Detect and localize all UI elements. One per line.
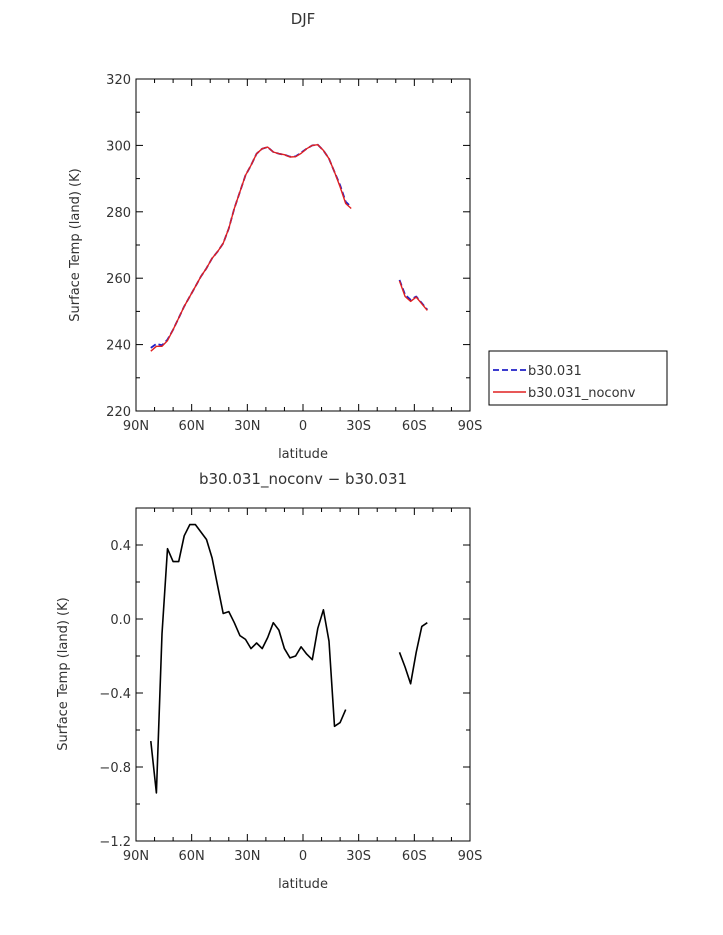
bottom-series-1-line-segment-1 xyxy=(150,523,347,794)
top-x-tick-label: 90N xyxy=(123,419,149,434)
top-series-2-line-segment-1 xyxy=(150,143,352,352)
top-x-axis-label: latitude xyxy=(278,447,328,462)
top-series-2-line-segment-2 xyxy=(398,280,428,311)
difference-panel: b30.031_noconv − b30.031 90N 60N 30N 0 30S 60… xyxy=(56,470,482,892)
top-y-ticks: 220 240 260 280 300 320 xyxy=(106,73,470,420)
top-series-lines xyxy=(150,143,428,352)
bottom-x-tick-label: 60S xyxy=(402,849,427,864)
bottom-y-tick-label: −0.8 xyxy=(99,761,131,776)
top-y-tick-label: 300 xyxy=(106,139,131,154)
top-x-tick-label: 30S xyxy=(346,419,371,434)
bottom-x-axis-label: latitude xyxy=(278,877,328,892)
top-x-tick-label: 60N xyxy=(179,419,205,434)
top-series-1-line-segment-1 xyxy=(150,143,352,349)
temperature-panel: DJF 90N 60N 30N 0 30S 60S 90S 220 240 260 280 300 3… xyxy=(68,10,668,462)
legend-box xyxy=(488,350,668,406)
bottom-y-tick-label: −0.4 xyxy=(99,687,131,702)
top-x-tick-label: 0 xyxy=(299,419,307,434)
top-y-tick-label: 220 xyxy=(106,405,131,420)
bottom-x-tick-label: 30N xyxy=(234,849,260,864)
legend: b30.031 b30.031_noconv xyxy=(488,350,668,406)
top-x-tick-label: 90S xyxy=(458,419,483,434)
top-chart-title: DJF xyxy=(291,10,316,28)
bottom-series-lines xyxy=(150,523,428,794)
bottom-x-tick-label: 0 xyxy=(299,849,307,864)
top-y-axis-label: Surface Temp (land) (K) xyxy=(68,168,83,321)
bottom-x-ticks: 90N 60N 30N 0 30S 60S 90S xyxy=(123,508,483,864)
top-y-tick-label: 260 xyxy=(106,272,131,287)
bottom-y-tick-label: 0.4 xyxy=(110,539,131,554)
bottom-y-tick-label: −1.2 xyxy=(99,835,131,850)
bottom-series-1-line-segment-2 xyxy=(398,622,428,685)
bottom-plot-frame xyxy=(135,507,471,842)
bottom-x-tick-label: 60N xyxy=(179,849,205,864)
legend-label-b30-031: b30.031 xyxy=(528,364,582,379)
bottom-x-tick-label: 90N xyxy=(123,849,149,864)
top-y-tick-label: 280 xyxy=(106,206,131,221)
top-x-ticks: 90N 60N 30N 0 30S 60S 90S xyxy=(123,79,483,434)
top-x-tick-label: 60S xyxy=(402,419,427,434)
bottom-y-tick-label: 0.0 xyxy=(110,613,131,628)
top-plot-frame xyxy=(135,78,471,412)
top-x-tick-label: 30N xyxy=(234,419,260,434)
bottom-x-tick-label: 90S xyxy=(458,849,483,864)
top-y-tick-label: 320 xyxy=(106,73,131,88)
top-y-tick-label: 240 xyxy=(106,339,131,354)
bottom-y-axis-label: Surface Temp (land) (K) xyxy=(56,597,71,750)
bottom-x-tick-label: 30S xyxy=(346,849,371,864)
legend-label-b30-031-noconv: b30.031_noconv xyxy=(528,386,636,401)
bottom-chart-title: b30.031_noconv − b30.031 xyxy=(199,470,407,489)
bottom-y-ticks: −1.2 −0.8 −0.4 0.0 0.4 xyxy=(99,507,470,850)
